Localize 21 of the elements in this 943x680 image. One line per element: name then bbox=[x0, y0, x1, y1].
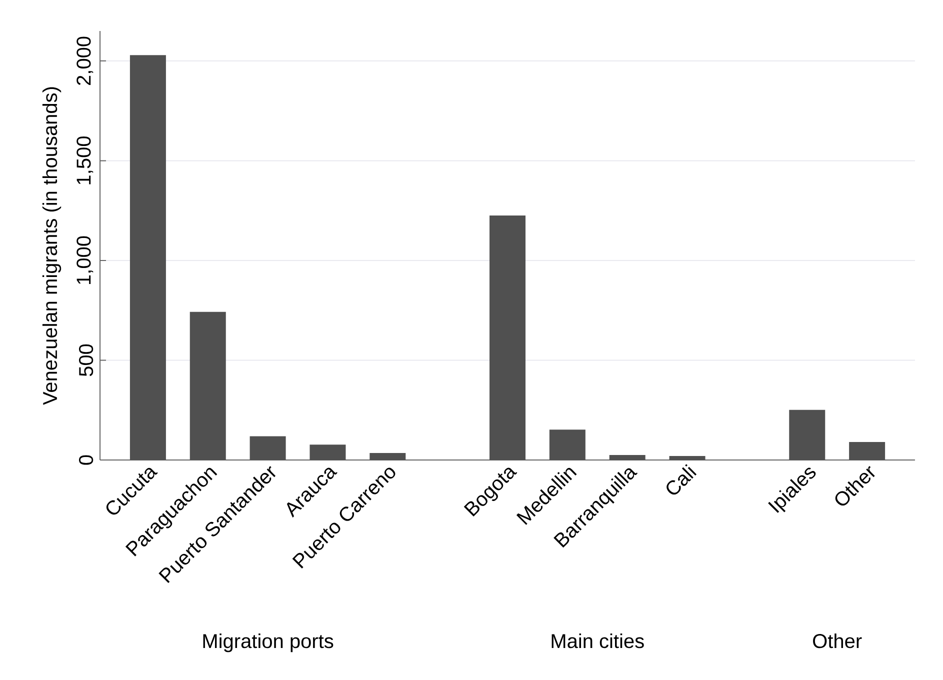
bar bbox=[789, 410, 826, 460]
y-tick-label: 1,500 bbox=[76, 136, 94, 184]
x-tick-label: Cali bbox=[666, 464, 697, 495]
bar bbox=[609, 455, 646, 460]
text: Other bbox=[813, 633, 862, 648]
y-tick-label: 500 bbox=[78, 344, 94, 376]
y-tick-label: 2,000 bbox=[76, 36, 94, 85]
text: Main cities bbox=[552, 633, 644, 648]
bar bbox=[669, 456, 706, 460]
y-tick-label: 0 bbox=[78, 455, 94, 465]
y-tick-label: 1,000 bbox=[76, 236, 94, 284]
y-axis-title: Venezuelan migrants (in thousands) bbox=[42, 87, 62, 405]
bar bbox=[190, 312, 226, 460]
bar bbox=[310, 444, 346, 460]
bar bbox=[490, 216, 526, 460]
text: Migration ports bbox=[203, 633, 334, 652]
bar bbox=[370, 453, 406, 460]
bar bbox=[849, 442, 886, 460]
bar bbox=[549, 430, 586, 460]
bar bbox=[250, 436, 286, 460]
bar bbox=[130, 55, 166, 460]
